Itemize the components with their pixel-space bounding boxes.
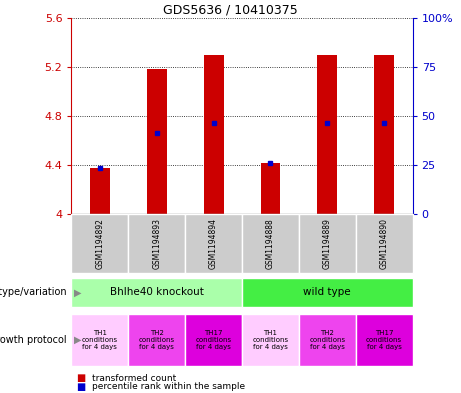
Bar bbox=[185, 314, 242, 366]
Text: TH2
conditions
for 4 days: TH2 conditions for 4 days bbox=[139, 330, 175, 350]
Bar bbox=[299, 214, 356, 273]
Bar bbox=[260, 163, 280, 214]
Text: TH17
conditions
for 4 days: TH17 conditions for 4 days bbox=[366, 330, 402, 350]
Text: GSM1194889: GSM1194889 bbox=[323, 218, 332, 269]
Bar bbox=[71, 214, 128, 273]
Bar bbox=[128, 314, 185, 366]
Bar bbox=[90, 167, 110, 214]
Text: GSM1194893: GSM1194893 bbox=[152, 218, 161, 269]
Text: wild type: wild type bbox=[303, 287, 351, 298]
Text: Bhlhe40 knockout: Bhlhe40 knockout bbox=[110, 287, 204, 298]
Text: genotype/variation: genotype/variation bbox=[0, 287, 67, 298]
Bar bbox=[204, 55, 224, 214]
Text: transformed count: transformed count bbox=[92, 374, 177, 382]
Text: ▶: ▶ bbox=[74, 287, 81, 298]
Text: GSM1194894: GSM1194894 bbox=[209, 218, 218, 269]
Bar bbox=[71, 314, 128, 366]
Text: TH1
conditions
for 4 days: TH1 conditions for 4 days bbox=[252, 330, 289, 350]
Text: TH17
conditions
for 4 days: TH17 conditions for 4 days bbox=[195, 330, 232, 350]
Bar bbox=[242, 278, 413, 307]
Bar bbox=[242, 214, 299, 273]
Text: TH2
conditions
for 4 days: TH2 conditions for 4 days bbox=[309, 330, 345, 350]
Bar bbox=[356, 214, 413, 273]
Text: GSM1194892: GSM1194892 bbox=[95, 218, 104, 269]
Bar bbox=[147, 69, 167, 214]
Bar bbox=[185, 214, 242, 273]
Bar bbox=[299, 314, 356, 366]
Text: GSM1194888: GSM1194888 bbox=[266, 218, 275, 269]
Text: growth protocol: growth protocol bbox=[0, 335, 67, 345]
Bar bbox=[242, 314, 299, 366]
Text: percentile rank within the sample: percentile rank within the sample bbox=[92, 382, 245, 391]
Text: ■: ■ bbox=[76, 382, 85, 392]
Bar bbox=[128, 214, 185, 273]
Bar bbox=[374, 55, 394, 214]
Text: ▶: ▶ bbox=[74, 335, 81, 345]
Text: GDS5636 / 10410375: GDS5636 / 10410375 bbox=[163, 4, 298, 17]
Text: GSM1194890: GSM1194890 bbox=[380, 218, 389, 269]
Bar bbox=[356, 314, 413, 366]
Text: ■: ■ bbox=[76, 373, 85, 383]
Bar bbox=[71, 278, 242, 307]
Text: TH1
conditions
for 4 days: TH1 conditions for 4 days bbox=[82, 330, 118, 350]
Bar bbox=[317, 55, 337, 214]
